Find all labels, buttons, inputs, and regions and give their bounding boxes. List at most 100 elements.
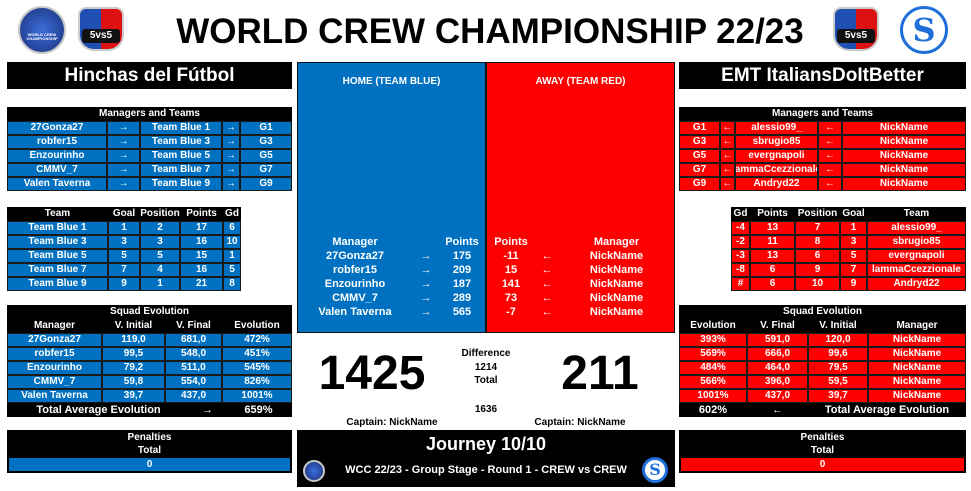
table-cell: ←: [818, 177, 842, 191]
table-cell: G9: [240, 177, 292, 191]
table-cell: Team Blue 7: [7, 263, 108, 277]
logo: [18, 6, 66, 54]
table-cell: 1001%: [222, 389, 292, 403]
table-cell: CMMV_7: [7, 163, 107, 177]
title: WORLD CREW CHAMPIONSHIP 22/23: [176, 11, 804, 51]
table-cell: →: [222, 135, 240, 149]
home-row-cell: 27Gonza27: [325, 249, 385, 262]
away-row-cell: ←: [541, 305, 553, 318]
table-cell: G1: [679, 121, 720, 135]
away-row-cell: NickName: [589, 263, 644, 276]
table-cell: 119,0: [102, 333, 165, 347]
table-cell: Team Blue 5: [140, 149, 222, 163]
table-cell: 8: [223, 277, 241, 291]
table-cell: 464,0: [747, 361, 808, 375]
table-cell: 6: [223, 221, 241, 235]
away-row-cell: ←: [541, 277, 553, 290]
table-cell: Enzourinho: [7, 361, 102, 375]
table-cell: Team Blue 9: [140, 177, 222, 191]
home-row-cell: 289: [452, 291, 472, 304]
table-cell: 3: [140, 235, 180, 249]
table-cell: 16: [180, 235, 223, 249]
table-cell: Team Blue 9: [7, 277, 108, 291]
table-cell: 1001%: [679, 389, 747, 403]
table-cell: Team Blue 1: [140, 121, 222, 135]
penalties-title: Penalties: [800, 431, 845, 443]
table-cell: 4: [140, 263, 180, 277]
table-cell: lammaCcezzionale: [735, 163, 818, 177]
table-header: V. Final: [165, 319, 222, 333]
table-cell: NickName: [868, 333, 966, 347]
table-cell: Valen Taverna: [7, 389, 102, 403]
table-header: Manager: [7, 319, 102, 333]
home-label: HOME (TEAM BLUE): [342, 76, 441, 87]
table-cell: sbrugio85: [867, 235, 966, 249]
table-cell: alessio99_: [735, 121, 818, 135]
table-cell: -3: [731, 249, 750, 263]
table-cell: 10: [795, 277, 840, 291]
table-cell: →: [222, 177, 240, 191]
table-cell: 484%: [679, 361, 747, 375]
penalties-title: Penalties: [127, 431, 172, 443]
footer-description: WCC 22/23 - Group Stage - Round 1 - CREW…: [345, 463, 627, 476]
table-cell: -4: [731, 221, 750, 235]
table-cell: 13: [750, 221, 795, 235]
table-cell: Andryd22: [867, 277, 966, 291]
table-header: V. Initial: [808, 319, 868, 333]
home-panel: [297, 62, 486, 333]
table-footer: Total Average Evolution: [808, 403, 966, 417]
table-cell: 9: [840, 277, 867, 291]
table-cell: 5: [140, 249, 180, 263]
table-cell: Team Blue 1: [7, 221, 108, 235]
table-cell: 511,0: [165, 361, 222, 375]
home-header: Manager: [332, 235, 378, 248]
table-cell: 681,0: [165, 333, 222, 347]
table-cell: 9: [795, 263, 840, 277]
table-cell: NickName: [868, 361, 966, 375]
away-row-cell: -7: [506, 305, 516, 318]
table-cell: Andryd22: [735, 177, 818, 191]
table-cell: 99,5: [102, 347, 165, 361]
home-row-cell: →: [420, 249, 432, 262]
s-logo: [900, 6, 948, 54]
team-name: Hinchas del Fútbol: [7, 62, 292, 89]
table-cell: NickName: [868, 347, 966, 361]
table-title: Managers and Teams: [7, 107, 292, 121]
table-footer: 659%: [225, 403, 292, 417]
table-cell: 545%: [222, 361, 292, 375]
badge-text: 5vs5: [837, 29, 875, 43]
table-cell: NickName: [868, 375, 966, 389]
table-cell: 7: [795, 221, 840, 235]
table-cell: ←: [720, 163, 735, 177]
table-cell: CMMV_7: [7, 375, 102, 389]
table-cell: 10: [223, 235, 241, 249]
table-cell: →: [222, 163, 240, 177]
table-cell: G7: [240, 163, 292, 177]
table-cell: 16: [180, 263, 223, 277]
table-header: Manager: [868, 319, 966, 333]
table-header: Evolution: [222, 319, 292, 333]
table-cell: 472%: [222, 333, 292, 347]
badge-text: 5vs5: [82, 29, 120, 43]
table-cell: 27Gonza27: [7, 121, 107, 135]
table-cell: NickName: [842, 177, 966, 191]
total-label: Total: [474, 374, 498, 386]
table-cell: →: [107, 177, 140, 191]
table-cell: 5: [108, 249, 140, 263]
table-header: Position: [140, 207, 180, 221]
table-cell: ←: [720, 149, 735, 163]
table-cell: 59,5: [808, 375, 868, 389]
table-cell: NickName: [842, 163, 966, 177]
table-cell: →: [222, 149, 240, 163]
table-header: Team: [7, 207, 108, 221]
table-header: Gd: [223, 207, 241, 221]
table-cell: G5: [240, 149, 292, 163]
table-cell: lammaCcezzionale: [867, 263, 966, 277]
table-cell: 6: [795, 249, 840, 263]
home-row-cell: →: [420, 277, 432, 290]
table-cell: 59,8: [102, 375, 165, 389]
table-cell: 566%: [679, 375, 747, 389]
table-cell: G9: [679, 177, 720, 191]
table-cell: G3: [679, 135, 720, 149]
table-cell: 39,7: [808, 389, 868, 403]
